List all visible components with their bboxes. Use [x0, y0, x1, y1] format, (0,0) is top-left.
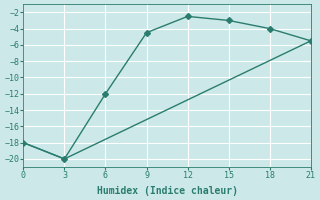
X-axis label: Humidex (Indice chaleur): Humidex (Indice chaleur) — [97, 186, 237, 196]
